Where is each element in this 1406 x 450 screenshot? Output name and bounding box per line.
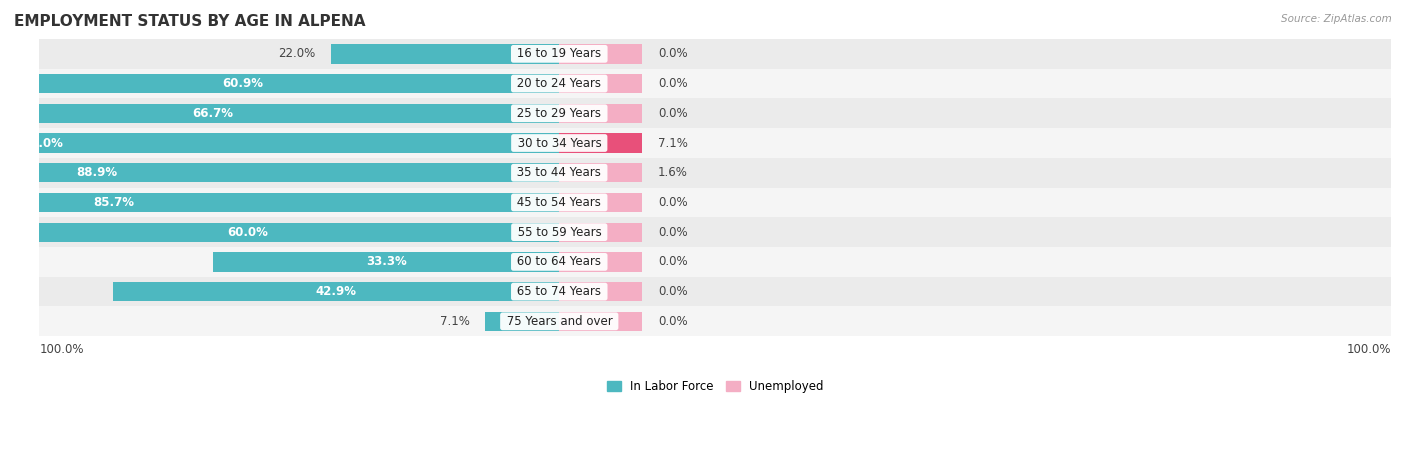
Text: 16 to 19 Years: 16 to 19 Years (513, 47, 605, 60)
Text: 45 to 54 Years: 45 to 54 Years (513, 196, 605, 209)
Bar (39, 247, 1391, 277)
Text: 42.9%: 42.9% (316, 285, 357, 298)
Text: Source: ZipAtlas.com: Source: ZipAtlas.com (1281, 14, 1392, 23)
Text: 0.0%: 0.0% (658, 225, 688, 238)
Text: 0.0%: 0.0% (658, 77, 688, 90)
Text: 7.1%: 7.1% (658, 136, 688, 149)
Text: 0.0%: 0.0% (658, 315, 688, 328)
Text: 22.0%: 22.0% (278, 47, 315, 60)
Bar (0, 104, 560, 123)
Text: 55 to 59 Years: 55 to 59 Years (513, 225, 605, 238)
Bar (560, 163, 643, 182)
Text: EMPLOYMENT STATUS BY AGE IN ALPENA: EMPLOYMENT STATUS BY AGE IN ALPENA (14, 14, 366, 28)
Text: 35 to 44 Years: 35 to 44 Years (513, 166, 605, 179)
Text: 7.1%: 7.1% (440, 315, 470, 328)
Bar (560, 74, 643, 93)
Bar (560, 133, 643, 153)
Text: 0.0%: 0.0% (658, 47, 688, 60)
Text: 100.0%: 100.0% (39, 343, 84, 356)
Text: 25 to 29 Years: 25 to 29 Years (513, 107, 605, 120)
Bar (39, 217, 1391, 247)
Bar (39, 188, 1391, 217)
Bar (39, 306, 1391, 336)
Text: 0.0%: 0.0% (658, 285, 688, 298)
Text: 33.3%: 33.3% (366, 256, 406, 268)
Text: 60.0%: 60.0% (226, 225, 267, 238)
Text: 100.0%: 100.0% (15, 136, 63, 149)
Bar (560, 193, 643, 212)
Bar (0, 133, 560, 153)
Bar (39, 128, 1391, 158)
Bar (330, 44, 560, 63)
Bar (0, 193, 560, 212)
Bar (39, 158, 1391, 188)
Bar (0, 74, 560, 93)
Text: 0.0%: 0.0% (658, 256, 688, 268)
Bar (560, 44, 643, 63)
Text: 88.9%: 88.9% (76, 166, 118, 179)
Bar (39, 69, 1391, 99)
Text: 66.7%: 66.7% (193, 107, 233, 120)
Text: 100.0%: 100.0% (1347, 343, 1391, 356)
Bar (560, 104, 643, 123)
Bar (560, 282, 643, 301)
Bar (39, 99, 1391, 128)
Bar (0, 222, 560, 242)
Text: 65 to 74 Years: 65 to 74 Years (513, 285, 605, 298)
Bar (560, 222, 643, 242)
Text: 0.0%: 0.0% (658, 196, 688, 209)
Text: 85.7%: 85.7% (93, 196, 135, 209)
Text: 60 to 64 Years: 60 to 64 Years (513, 256, 605, 268)
Text: 0.0%: 0.0% (658, 107, 688, 120)
Bar (560, 312, 643, 331)
Bar (214, 252, 560, 271)
Text: 20 to 24 Years: 20 to 24 Years (513, 77, 605, 90)
Bar (485, 312, 560, 331)
Bar (39, 277, 1391, 306)
Text: 1.6%: 1.6% (658, 166, 688, 179)
Text: 60.9%: 60.9% (222, 77, 263, 90)
Bar (0, 163, 560, 182)
Bar (560, 252, 643, 271)
Legend: In Labor Force, Unemployed: In Labor Force, Unemployed (602, 375, 828, 398)
Text: 30 to 34 Years: 30 to 34 Years (513, 136, 605, 149)
Bar (114, 282, 560, 301)
Bar (39, 39, 1391, 69)
Text: 75 Years and over: 75 Years and over (502, 315, 616, 328)
